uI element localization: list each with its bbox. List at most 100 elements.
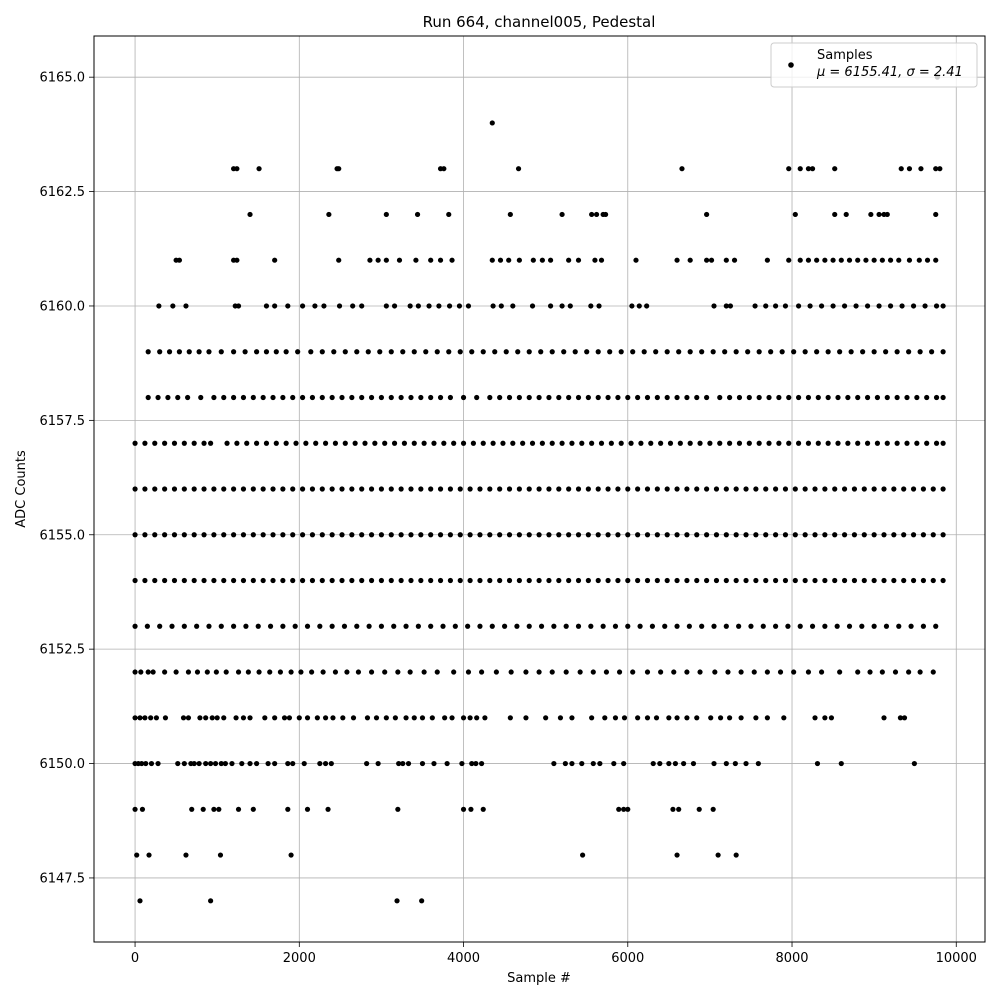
data-point — [211, 532, 217, 538]
data-point — [426, 303, 432, 309]
data-point — [171, 532, 178, 538]
data-point — [795, 440, 802, 446]
data-point — [185, 715, 192, 721]
data-point — [317, 760, 323, 767]
data-point — [841, 577, 848, 584]
data-point — [884, 440, 890, 446]
data-point — [191, 577, 197, 584]
data-point — [727, 715, 733, 721]
data-point — [359, 394, 365, 401]
data-point — [280, 486, 286, 492]
data-point — [186, 349, 192, 355]
data-point — [349, 486, 355, 492]
data-point — [812, 577, 818, 584]
data-point — [772, 623, 779, 629]
data-point — [910, 532, 917, 538]
data-point — [940, 303, 946, 309]
data-point — [838, 760, 844, 767]
data-point — [490, 303, 496, 309]
data-point — [493, 669, 499, 675]
data-point — [644, 486, 651, 492]
data-point — [183, 303, 189, 309]
data-point — [910, 303, 917, 309]
data-point — [520, 440, 526, 446]
data-point — [229, 760, 235, 767]
data-point — [674, 623, 680, 629]
y-tick-label: 6152.5 — [40, 643, 86, 658]
data-point — [536, 532, 542, 538]
data-point — [132, 577, 138, 584]
data-point — [364, 760, 370, 767]
data-point — [322, 440, 329, 446]
data-point — [223, 669, 229, 675]
data-point — [929, 349, 935, 355]
data-point — [575, 577, 582, 584]
data-point — [349, 394, 355, 401]
data-point — [566, 486, 572, 492]
data-point — [676, 349, 682, 355]
data-point — [359, 486, 365, 492]
data-point — [756, 440, 762, 446]
data-point — [477, 623, 483, 629]
data-point — [595, 394, 601, 401]
data-point — [861, 577, 867, 584]
data-point — [687, 257, 693, 263]
data-point — [654, 486, 660, 492]
data-point — [625, 486, 631, 492]
data-point — [330, 715, 336, 721]
data-point — [497, 532, 503, 538]
data-point — [489, 257, 495, 263]
data-point — [547, 257, 554, 263]
data-point — [644, 577, 651, 584]
data-point — [304, 806, 311, 812]
data-point — [132, 440, 138, 446]
data-point — [940, 577, 946, 584]
data-point — [592, 257, 598, 263]
data-point — [694, 577, 700, 584]
data-point — [920, 577, 927, 584]
data-point — [822, 257, 828, 263]
data-point — [704, 486, 710, 492]
data-point — [516, 577, 522, 584]
data-point — [605, 532, 611, 538]
y-tick-label: 6162.5 — [40, 185, 86, 200]
data-point — [736, 394, 743, 401]
data-point — [752, 303, 758, 309]
data-point — [515, 349, 521, 355]
data-point — [940, 440, 946, 446]
data-point — [753, 715, 759, 721]
data-point — [602, 715, 608, 721]
data-point — [342, 349, 348, 355]
data-point — [635, 486, 641, 492]
data-point — [497, 394, 503, 401]
data-point — [914, 440, 920, 446]
data-point — [731, 257, 738, 263]
data-point — [621, 715, 628, 721]
data-point — [366, 623, 372, 629]
data-point — [664, 532, 670, 538]
y-tick-label: 6157.5 — [40, 414, 86, 429]
legend: Samples μ = 6155.41, σ = 2.41 — [770, 42, 978, 88]
data-point — [510, 440, 516, 446]
data-point — [625, 394, 631, 401]
data-point — [328, 760, 334, 767]
data-point — [418, 486, 424, 492]
data-point — [918, 166, 924, 172]
data-point — [930, 532, 936, 538]
data-point — [782, 577, 789, 584]
data-point — [477, 486, 483, 492]
data-point — [415, 303, 421, 309]
data-point — [331, 349, 337, 355]
data-point — [920, 623, 927, 629]
data-point — [162, 440, 168, 446]
data-point — [805, 257, 812, 263]
data-point — [265, 760, 271, 767]
data-point — [859, 623, 865, 629]
data-point — [644, 715, 651, 721]
data-point — [930, 669, 936, 675]
data-point — [382, 669, 388, 675]
data-point — [273, 349, 279, 355]
data-point — [933, 166, 939, 172]
data-point — [536, 394, 542, 401]
data-point — [536, 486, 542, 492]
